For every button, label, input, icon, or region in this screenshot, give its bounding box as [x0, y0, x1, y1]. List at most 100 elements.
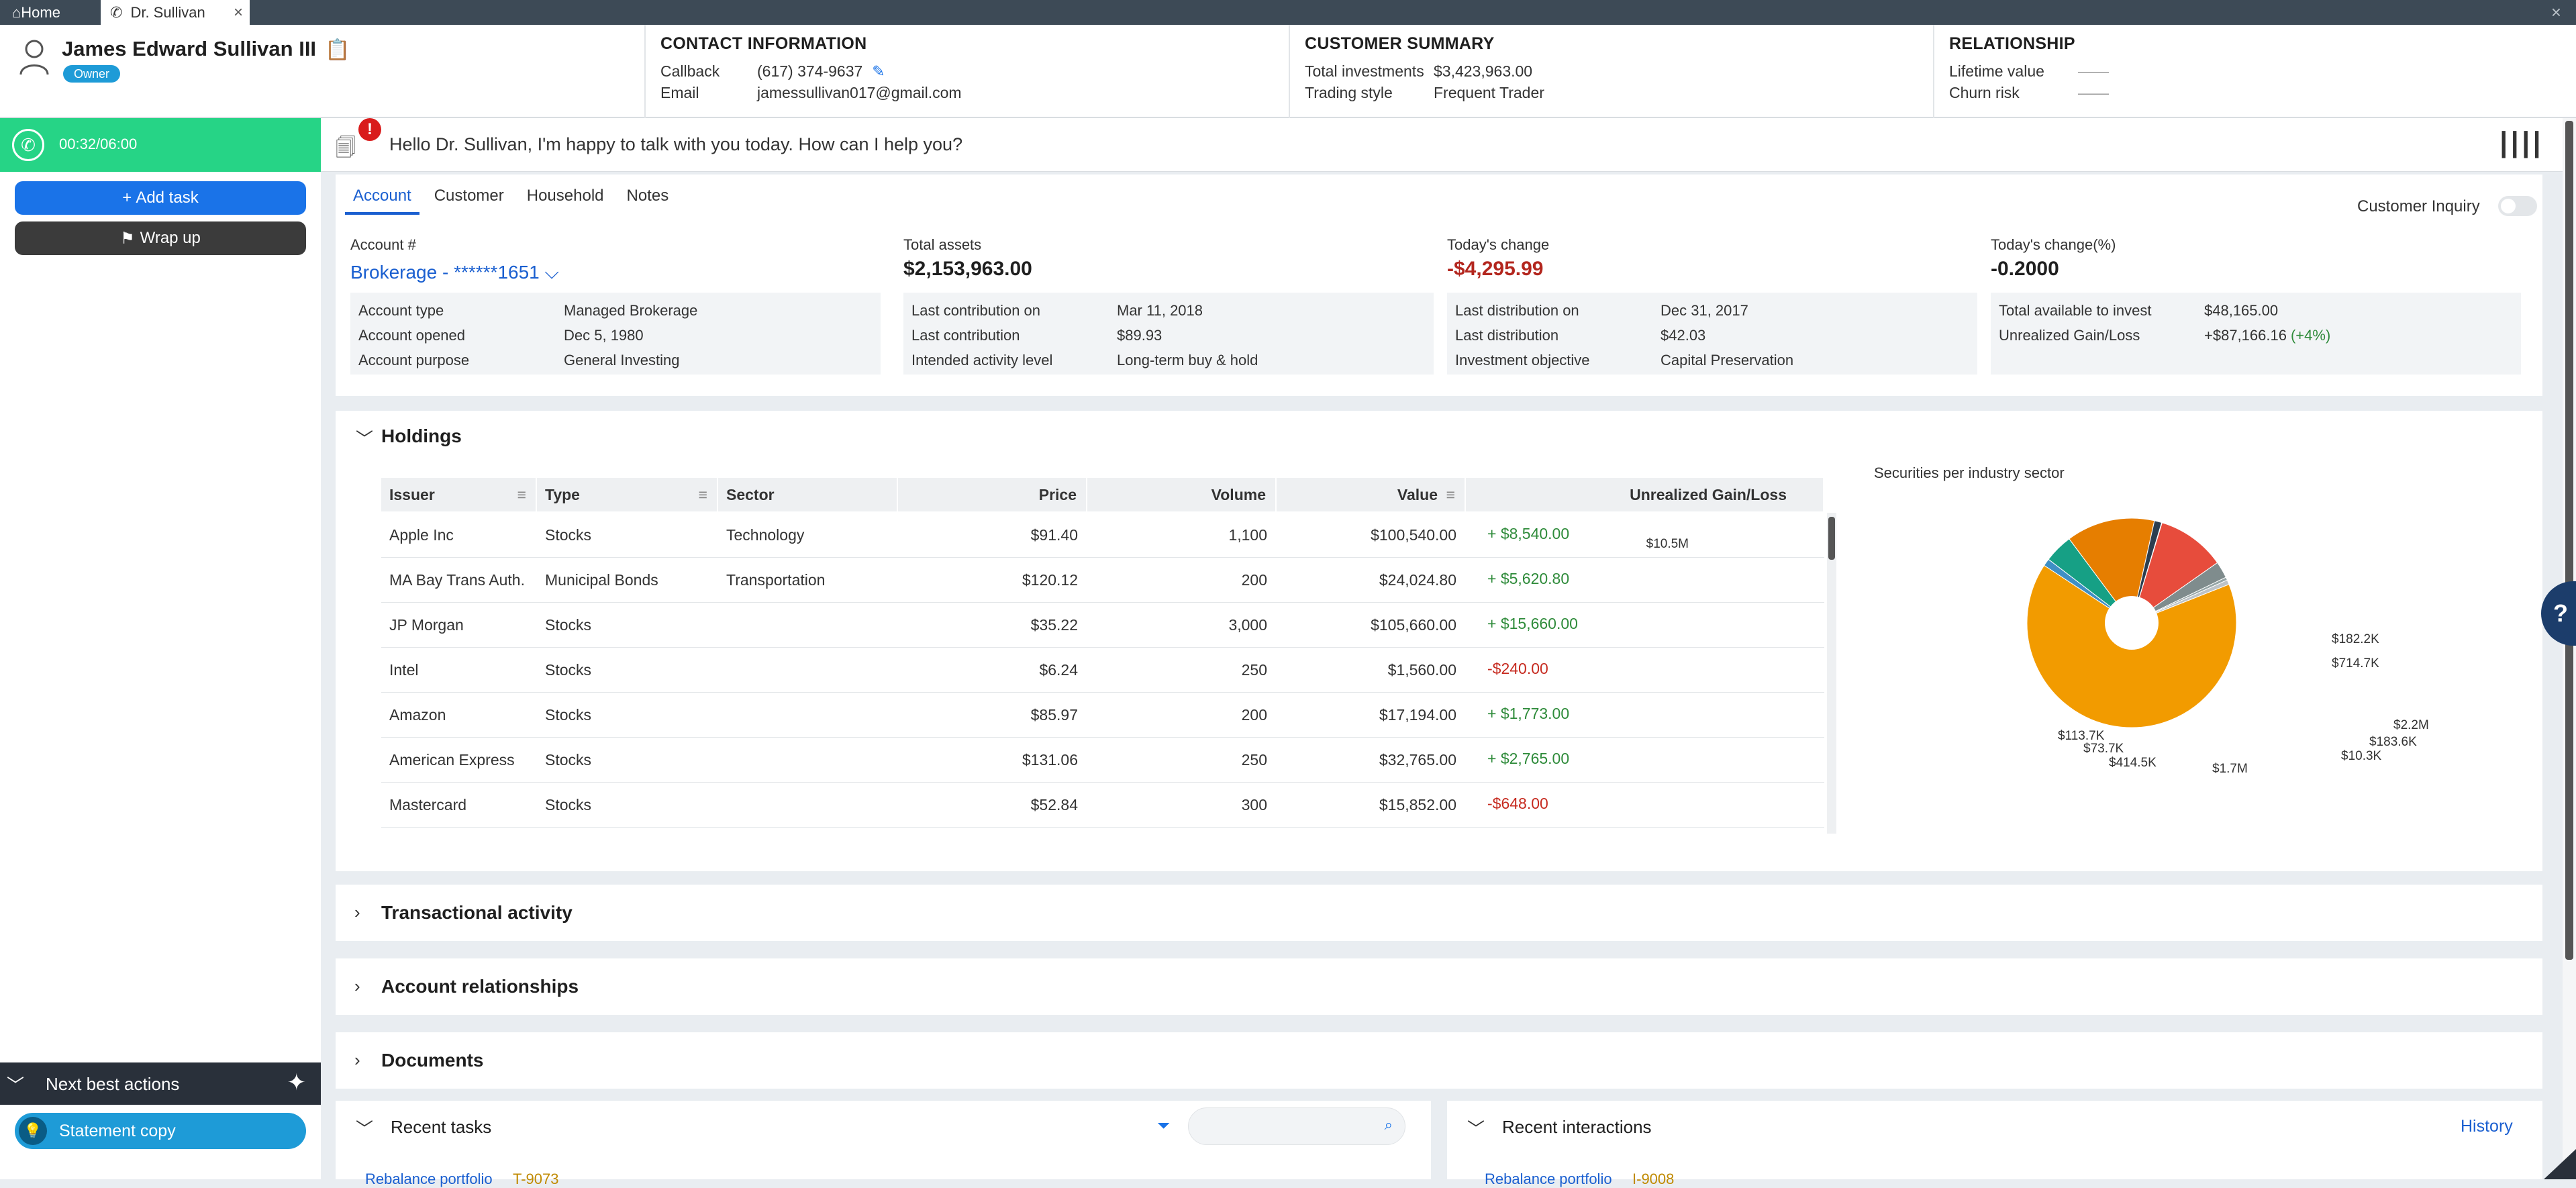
clipboard-icon[interactable]: 📋 — [325, 39, 350, 61]
document-icon[interactable]: 🗐 — [336, 137, 356, 159]
nba-title: Next best actions — [46, 1074, 180, 1094]
account-selector[interactable]: Brokerage - ******1651 ⌵ — [350, 262, 881, 284]
documents-title[interactable]: Documents — [381, 1050, 484, 1071]
churn-value: —— — [2078, 84, 2109, 101]
style-value: Frequent Trader — [1434, 84, 1544, 101]
email-value: jamessullivan017@gmail.com — [757, 84, 962, 101]
cell-sector: Transportation — [726, 571, 826, 589]
next-best-actions-bar[interactable]: ﹀ Next best actions ✦ — [0, 1062, 321, 1105]
tab-dr-sullivan[interactable]: ✆ Dr. Sullivan × — [101, 0, 250, 25]
window-close-icon[interactable]: × — [2550, 2, 2561, 22]
col-type[interactable]: Type ≡ — [537, 478, 718, 511]
history-link[interactable]: History — [2461, 1117, 2513, 1136]
filter-icon[interactable]: ≡ — [698, 486, 707, 503]
pie-label: $113.7K — [2058, 729, 2105, 743]
add-task-button[interactable]: + Add task — [15, 181, 306, 215]
chevron-down-icon[interactable]: ﹀ — [356, 1119, 374, 1139]
documents-section[interactable]: › Documents — [336, 1032, 2542, 1089]
chevron-right-icon[interactable]: › — [354, 1050, 360, 1070]
cell-value: $17,194.00 — [1379, 706, 1456, 724]
contact-info-section: CONTACT INFORMATION Callback (617) 374-96… — [644, 25, 1289, 118]
table-row[interactable]: American Express Stocks $131.06 250 $32,765.… — [381, 738, 1824, 783]
customer-summary-section: CUSTOMER SUMMARY Total investments $3,423… — [1289, 25, 1933, 118]
table-row[interactable]: MA Bay Trans Auth. Municipal Bonds Transpo… — [381, 558, 1824, 603]
cell-price: $131.06 — [1022, 751, 1078, 769]
table-row[interactable]: JP Morgan Stocks $35.22 3,000 $105,660.00 + $… — [381, 603, 1824, 648]
cell-type: Stocks — [545, 796, 592, 813]
churn-label: Churn risk — [1949, 84, 2020, 101]
tab-customer[interactable]: Customer — [434, 187, 504, 205]
col-gain-loss-label: Unrealized Gain/Loss — [1630, 486, 1787, 503]
cell-type: Stocks — [545, 661, 592, 679]
tab-household[interactable]: Household — [526, 187, 604, 205]
cell-value: $24,024.80 — [1379, 571, 1456, 589]
col-value[interactable]: Value ≡ — [1277, 478, 1466, 511]
detail-value: $48,165.00 — [2204, 302, 2279, 319]
chevron-right-icon[interactable]: › — [354, 902, 360, 922]
transactional-activity-title[interactable]: Transactional activity — [381, 902, 573, 923]
table-scroll-thumb[interactable] — [1828, 517, 1835, 560]
filter-icon[interactable]: ≡ — [517, 486, 526, 503]
filter-icon[interactable]: ⏷ — [1157, 1117, 1171, 1135]
statement-copy-label: Statement copy — [59, 1121, 176, 1140]
table-row[interactable]: Apple Inc Stocks Technology $91.40 1,100 $100… — [381, 513, 1824, 558]
cell-type: Stocks — [545, 751, 592, 769]
tab-account[interactable]: Account — [345, 183, 419, 215]
interaction-peek[interactable]: Rebalance portfolio — [1485, 1171, 1612, 1187]
customer-header: James Edward Sullivan III 📋 Owner CONTAC… — [0, 25, 2576, 118]
assets-label: Total assets — [903, 236, 982, 253]
transactional-activity-section[interactable]: › Transactional activity — [336, 885, 2542, 941]
task-peek[interactable]: Rebalance portfolio — [365, 1171, 493, 1187]
detail-value: Capital Preservation — [1661, 352, 1794, 368]
callback-label: Callback — [660, 62, 720, 80]
task-search-input[interactable]: ⌕ — [1188, 1107, 1405, 1145]
account-relationships-section[interactable]: › Account relationships — [336, 958, 2542, 1015]
col-volume[interactable]: Volume — [1087, 478, 1277, 511]
chevron-down-icon[interactable]: ﹀ — [1467, 1119, 1485, 1139]
assets-value: $2,153,963.00 — [903, 258, 1032, 280]
customer-name: James Edward Sullivan III — [62, 37, 317, 60]
table-row[interactable]: Amazon Stocks $85.97 200 $17,194.00 + $1,773.… — [381, 693, 1824, 738]
page-scroll-thumb[interactable] — [2565, 121, 2573, 960]
close-icon[interactable]: × — [233, 3, 243, 21]
account-relationships-title[interactable]: Account relationships — [381, 976, 579, 997]
search-icon[interactable]: ⌕ — [1384, 1116, 1393, 1133]
relationship-section: RELATIONSHIP Lifetime value —— Churn risk… — [1933, 25, 2576, 118]
pie-slice[interactable] — [2131, 522, 2218, 624]
account-column-1: Account # Brokerage - ******1651 ⌵ Accou… — [350, 236, 881, 375]
wrap-up-button[interactable]: ⚑ Wrap up — [15, 221, 306, 255]
voice-waveform-icon[interactable]: ┃┃┃┃ — [2497, 132, 2544, 158]
chevron-down-icon[interactable]: ﹀ — [7, 1075, 25, 1095]
call-phone-icon[interactable]: ✆ — [12, 129, 44, 161]
pie-label: $183.6K — [2369, 735, 2417, 749]
cell-volume: 3,000 — [1228, 616, 1267, 634]
cell-volume: 300 — [1241, 796, 1267, 813]
pie-label: $73.7K — [2083, 742, 2124, 756]
edit-pencil-icon[interactable]: ✎ — [872, 62, 885, 80]
gear-icon[interactable] — [2544, 1149, 2576, 1179]
statement-copy-action[interactable]: 💡 Statement copy — [15, 1113, 306, 1149]
chevron-down-icon[interactable]: ﹀ — [356, 429, 374, 449]
chevron-right-icon[interactable]: › — [354, 976, 360, 996]
col-value-label: Value — [1397, 486, 1438, 503]
detail-value: $89.93 — [1117, 327, 1162, 344]
filter-icon[interactable]: ≡ — [1446, 486, 1455, 503]
detail-label: Account purpose — [358, 352, 470, 368]
holdings-title[interactable]: Holdings — [381, 426, 462, 446]
col-sector[interactable]: Sector — [718, 478, 898, 511]
tab-home[interactable]: ⌂ Home — [12, 0, 60, 25]
pie-label: $10.3K — [2341, 749, 2382, 763]
col-gain-loss[interactable]: Unrealized Gain/Loss — [1466, 478, 1824, 511]
sparkle-icon[interactable]: ✦ — [287, 1070, 307, 1095]
col-price[interactable]: Price — [898, 478, 1087, 511]
table-row[interactable]: Mastercard Stocks $52.84 300 $15,852.00 -$648… — [381, 783, 1824, 828]
tab-notes[interactable]: Notes — [626, 187, 669, 205]
pie-label: $1.7M — [2212, 762, 2248, 776]
customer-inquiry-toggle[interactable] — [2498, 196, 2537, 216]
col-issuer-label: Issuer — [389, 486, 435, 503]
table-row[interactable]: Intel Stocks $6.24 250 $1,560.00 -$240.00 — [381, 648, 1824, 693]
help-icon[interactable]: ? — [2541, 581, 2576, 646]
col-issuer[interactable]: Issuer ≡ — [381, 478, 537, 511]
table-scrollbar[interactable] — [1827, 513, 1836, 834]
relationship-title: RELATIONSHIP — [1949, 34, 2075, 53]
